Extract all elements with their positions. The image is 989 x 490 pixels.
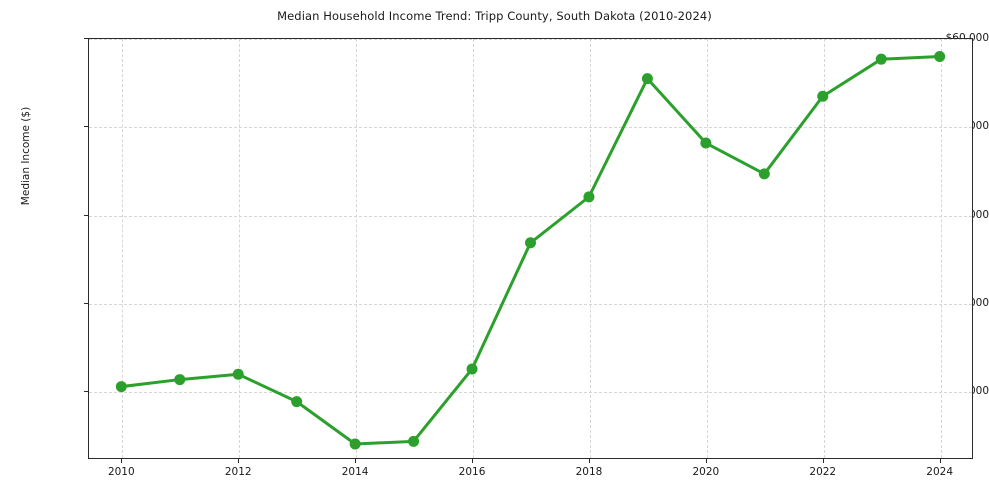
x-axis-tick-mark: [822, 459, 824, 463]
x-axis-tick-label: 2012: [224, 466, 252, 478]
gridline-vertical: [940, 39, 942, 458]
x-axis-tick-mark: [121, 459, 123, 463]
y-axis-tick-mark: [84, 126, 88, 128]
x-axis-tick-label: 2020: [692, 466, 720, 478]
gridline-horizontal: [89, 39, 972, 40]
y-axis-tick-mark: [84, 391, 88, 393]
chart-title: Median Household Income Trend: Tripp Cou…: [277, 9, 712, 23]
y-axis-tick-mark: [84, 302, 88, 304]
gridline-vertical: [706, 39, 708, 458]
y-axis-tick-mark: [84, 214, 88, 216]
y-axis-label: Median Income ($): [20, 106, 32, 206]
x-axis-tick-label: 2024: [926, 466, 954, 478]
x-axis-tick-mark: [355, 459, 357, 463]
x-axis-tick-label: 2014: [341, 466, 369, 478]
plot-area: [88, 38, 973, 459]
gridline-vertical: [473, 39, 475, 458]
x-axis-tick-mark: [705, 459, 707, 463]
x-axis-tick-label: 2016: [458, 466, 486, 478]
gridline-vertical: [589, 39, 591, 458]
gridline-vertical: [122, 39, 124, 458]
x-axis-tick-label: 2010: [107, 466, 135, 478]
x-axis-tick-label: 2018: [575, 466, 603, 478]
x-axis-tick-label: 2022: [809, 466, 837, 478]
gridline-vertical: [239, 39, 241, 458]
x-axis-tick-mark: [238, 459, 240, 463]
gridline-horizontal: [89, 303, 972, 305]
gridline-vertical: [356, 39, 358, 458]
gridline-horizontal: [89, 127, 972, 129]
y-axis-tick-mark: [84, 38, 88, 39]
x-axis-tick-mark: [939, 459, 941, 463]
x-axis-tick-mark: [588, 459, 590, 463]
gridline-horizontal: [89, 215, 972, 217]
x-axis-tick-mark: [472, 459, 474, 463]
gridline-horizontal: [89, 392, 972, 394]
gridline-vertical: [823, 39, 825, 458]
